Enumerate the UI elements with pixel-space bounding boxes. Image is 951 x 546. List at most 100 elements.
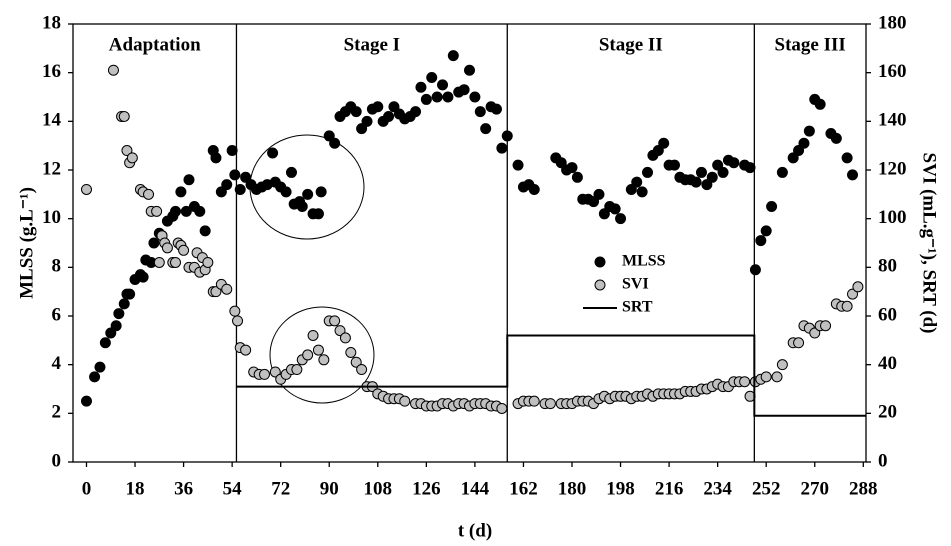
x-tick-label: 54 <box>223 478 243 499</box>
data-point <box>118 110 130 122</box>
data-point <box>361 115 373 127</box>
data-point <box>388 101 400 113</box>
data-point <box>107 64 119 76</box>
data-point <box>496 142 508 154</box>
data-point <box>528 183 540 195</box>
data-point <box>105 327 117 339</box>
data-point <box>121 145 133 157</box>
data-point <box>847 288 859 300</box>
data-point <box>318 354 330 366</box>
stage-label: Adaptation <box>109 34 201 55</box>
x-tick-label: 270 <box>801 478 830 499</box>
data-point <box>690 176 702 188</box>
data-point <box>787 152 799 164</box>
data-point <box>501 130 513 142</box>
data-point <box>302 188 314 200</box>
x-tick-label: 198 <box>606 478 635 499</box>
data-point <box>431 91 443 103</box>
data-point <box>480 123 492 135</box>
data-point <box>178 244 190 256</box>
y-tick-label: 10 <box>42 207 61 228</box>
data-point <box>94 361 106 373</box>
y-tick-label: 18 <box>42 12 61 33</box>
data-point <box>183 174 195 186</box>
data-point <box>215 186 227 198</box>
data-point <box>356 364 368 376</box>
data-point <box>766 201 778 212</box>
y2-tick-label: 120 <box>878 158 907 179</box>
y-tick-label: 8 <box>52 256 62 277</box>
y-tick-label: 6 <box>52 304 62 325</box>
x-tick-label: 108 <box>364 478 393 499</box>
data-point <box>814 98 826 110</box>
data-point <box>458 84 470 96</box>
data-point <box>803 125 815 137</box>
legend-swatch <box>594 279 606 291</box>
data-point <box>210 152 222 164</box>
data-point <box>437 79 449 91</box>
data-point <box>442 91 454 103</box>
data-point <box>240 344 252 356</box>
data-point <box>399 395 411 407</box>
data-point <box>383 110 395 122</box>
data-point <box>148 237 160 249</box>
stage-label: Stage II <box>599 34 663 55</box>
data-point <box>712 159 724 171</box>
data-point <box>420 93 432 105</box>
y-tick-label: 0 <box>52 450 62 471</box>
data-point <box>339 332 351 344</box>
data-point <box>598 208 610 220</box>
legend-label: MLSS <box>622 253 666 270</box>
data-point <box>776 166 788 178</box>
stage-label: Stage I <box>344 34 400 55</box>
data-point <box>194 205 206 217</box>
data-point <box>728 157 740 169</box>
data-point <box>126 152 138 164</box>
data-point <box>830 132 842 144</box>
data-point <box>809 327 821 339</box>
x-tick-label: 126 <box>412 478 441 499</box>
data-point <box>329 137 341 149</box>
data-point <box>793 145 805 157</box>
x-tick-label: 72 <box>271 478 290 499</box>
data-point <box>269 366 281 378</box>
data-point <box>474 106 486 118</box>
data-point <box>240 171 252 183</box>
data-point <box>118 298 130 310</box>
y2-tick-label: 180 <box>878 12 907 33</box>
data-point <box>464 64 475 76</box>
data-point <box>544 398 556 410</box>
data-point <box>80 183 92 195</box>
data-point <box>695 166 707 178</box>
srt-line <box>236 334 866 417</box>
data-point <box>137 271 149 283</box>
data-point <box>771 371 783 383</box>
data-point <box>267 147 279 159</box>
legend-swatch <box>594 256 606 268</box>
data-point <box>760 371 772 383</box>
data-point <box>706 171 718 183</box>
data-point <box>760 225 772 237</box>
y2-tick-label: 160 <box>878 61 907 82</box>
x-axis-label: t (d) <box>458 520 492 541</box>
data-point <box>571 171 583 183</box>
data-point <box>291 364 303 376</box>
data-point <box>717 166 729 178</box>
plot-frame <box>72 23 867 463</box>
data-point <box>124 288 136 300</box>
data-point <box>658 137 670 149</box>
data-point <box>89 371 101 383</box>
y2-tick-label: 60 <box>878 304 897 325</box>
data-point <box>312 344 324 356</box>
data-point <box>593 188 605 200</box>
y2-tick-label: 40 <box>878 353 897 374</box>
stage-label: Stage III <box>775 34 846 55</box>
data-point <box>296 201 308 212</box>
data-point <box>350 106 362 118</box>
x-tick-label: 36 <box>174 478 193 499</box>
data-point <box>496 402 508 414</box>
y2-tick-label: 100 <box>878 207 907 228</box>
data-point <box>566 162 578 174</box>
data-point <box>356 123 368 135</box>
